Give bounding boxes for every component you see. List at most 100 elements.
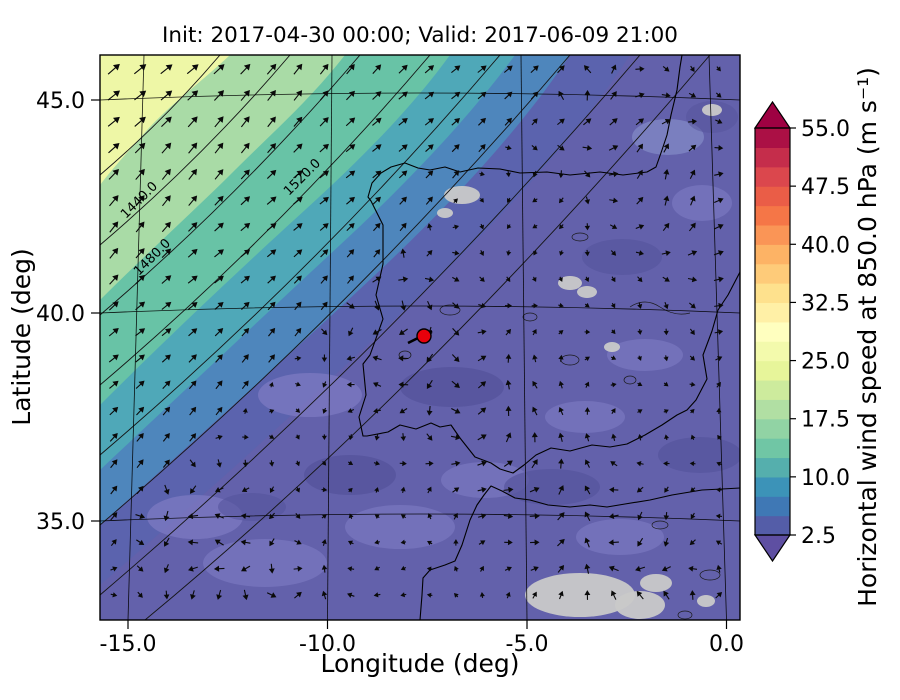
wind-arrow-head xyxy=(584,199,590,205)
wind-arrow-head xyxy=(348,196,355,203)
wind-arrow-head xyxy=(322,382,328,388)
wind-arrow-head xyxy=(717,434,722,440)
wind-arrow-head xyxy=(612,145,619,151)
wind-arrow-head xyxy=(399,329,405,336)
wind-arrow-head xyxy=(584,590,591,596)
wind-arrow-head xyxy=(348,222,355,229)
wind-arrow-head xyxy=(165,90,173,98)
wind-arrow-head xyxy=(243,90,250,97)
wind-arrow-head xyxy=(296,539,302,545)
wind-arrow-head xyxy=(347,592,353,598)
wind-arrow-head xyxy=(507,198,512,203)
wind-arrow-head xyxy=(163,594,170,600)
wind-arrow-head xyxy=(608,565,615,572)
wind-arrow-head xyxy=(661,565,668,572)
wind-arrow-head xyxy=(400,592,406,598)
wind-arrow-head xyxy=(322,487,328,493)
wind-arrow-head xyxy=(531,328,537,335)
x-tick-label: -15.0 xyxy=(100,632,157,657)
wind-arrow-head xyxy=(717,197,724,204)
wind-arrow-head xyxy=(163,567,170,574)
wind-arrow-head xyxy=(321,435,327,441)
wind-arrow-head xyxy=(609,486,615,493)
wind-arrow-head xyxy=(322,301,328,308)
wind-arrow-head xyxy=(269,540,275,547)
wind-arrow-head xyxy=(506,117,512,124)
wind-arrow-head xyxy=(533,303,538,309)
wind-arrow-head xyxy=(638,92,645,99)
wind-arrow-head xyxy=(558,173,564,179)
wind-arrow-head xyxy=(243,301,250,308)
wind-arrow-head xyxy=(584,511,591,518)
wind-arrow-head xyxy=(454,566,459,571)
wind-arrow-head xyxy=(401,222,407,229)
wind-arrow-head xyxy=(139,116,146,124)
wind-arrow-head xyxy=(454,408,461,414)
wind-arrow-head xyxy=(322,143,329,150)
wind-arrow-head xyxy=(240,539,247,546)
wind-arrow-head xyxy=(112,406,119,413)
wind-arrow-head xyxy=(295,513,301,519)
wind-arrow-head xyxy=(163,488,170,495)
wind-arrow-head xyxy=(427,170,434,177)
wind-arrow-head xyxy=(269,434,275,439)
wind-arrow-head xyxy=(165,64,173,71)
wind-arrow-head xyxy=(664,66,670,72)
wind-arrow-head xyxy=(558,564,565,571)
wind-arrow-head xyxy=(558,354,564,360)
wind-arrow-head xyxy=(532,65,539,72)
wind-arrow-head xyxy=(608,539,614,546)
wind-arrow-head xyxy=(401,118,408,124)
wind-arrow-head xyxy=(453,356,460,363)
wind-arrow-head xyxy=(139,90,147,98)
wind-arrow-head xyxy=(637,143,644,150)
wind-arrow-head xyxy=(584,537,591,544)
wind-arrow-head xyxy=(322,223,329,229)
wind-arrow-head xyxy=(191,90,199,97)
wind-arrow-head xyxy=(375,276,382,282)
wind-arrow-head xyxy=(296,196,303,203)
wind-arrow-head xyxy=(426,486,432,492)
wind-arrow-head xyxy=(690,92,697,98)
wind-arrow-head xyxy=(611,355,617,360)
wind-arrow-head xyxy=(112,327,119,335)
y-axis-label: Latitude (deg) xyxy=(7,248,36,425)
wind-arrow-head xyxy=(506,145,512,151)
wind-arrow-head xyxy=(374,304,380,311)
wind-arrow-head xyxy=(242,408,248,413)
wind-arrow-head xyxy=(663,409,669,414)
wind-arrow-head xyxy=(138,485,144,492)
wind-arrow-head xyxy=(481,487,487,493)
wind-arrow-head xyxy=(191,64,199,71)
wind-arrow-head xyxy=(480,434,487,440)
wind-arrow-head xyxy=(533,250,538,256)
wind-arrow-head xyxy=(480,65,487,72)
wind-arrow-head xyxy=(639,66,645,72)
wind-arrow-head xyxy=(716,487,721,493)
wind-arrow-head xyxy=(663,195,670,202)
wind-arrow-head xyxy=(613,171,619,178)
wind-arrow-head xyxy=(191,116,198,123)
wind-arrow-head xyxy=(268,381,274,387)
wind-arrow-head xyxy=(113,116,120,124)
colorbar-tick-label: 47.5 xyxy=(801,175,850,200)
wind-arrow-head xyxy=(665,92,671,99)
wind-arrow-head xyxy=(480,117,486,124)
colorbar-segment xyxy=(755,283,790,304)
wind-arrow-head xyxy=(111,485,118,492)
wind-arrow-head xyxy=(506,460,513,466)
wind-arrow-head xyxy=(532,197,538,203)
wind-arrow-head xyxy=(165,275,172,282)
wind-arrow-head xyxy=(401,91,408,98)
colorbar-segment xyxy=(755,302,790,323)
wind-arrow-head xyxy=(269,116,276,123)
wind-arrow-head xyxy=(532,406,538,413)
wind-arrow-head xyxy=(479,276,485,282)
wind-arrow-head xyxy=(427,250,433,256)
wind-arrow-head xyxy=(322,90,329,97)
wind-arrow-head xyxy=(374,222,381,229)
wind-arrow-head xyxy=(188,565,194,572)
wind-arrow-head xyxy=(716,381,721,388)
wind-arrow-head xyxy=(241,566,247,572)
